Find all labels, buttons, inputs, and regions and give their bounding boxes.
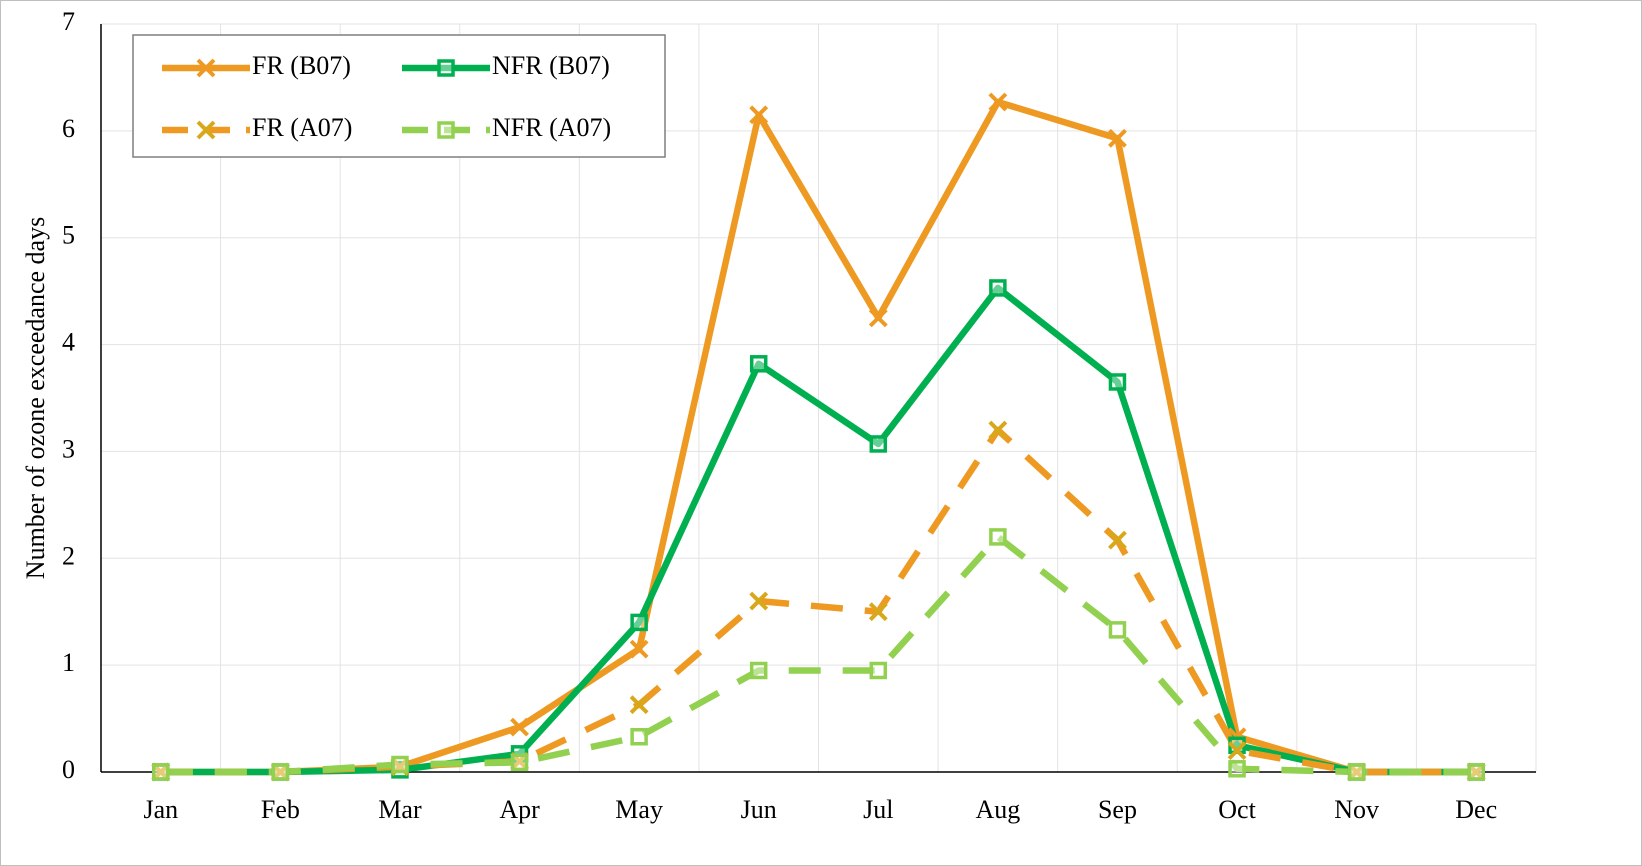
marker <box>1228 760 1246 778</box>
legend: FR (B07) NFR (B07) FR (A07) NFR (A07) <box>132 34 666 158</box>
marker <box>749 355 768 373</box>
marker <box>988 420 1008 440</box>
marker <box>1227 741 1247 761</box>
legend-label: FR (A07) <box>252 113 352 142</box>
y-tick-label: 1 <box>62 648 75 677</box>
marker <box>629 695 649 715</box>
x-tick-label: Apr <box>499 795 540 824</box>
marker <box>629 639 649 659</box>
y-tick-label: 3 <box>62 434 75 463</box>
legend-marker <box>196 120 216 140</box>
legend-label: NFR (A07) <box>492 113 611 142</box>
x-tick-label: Mar <box>378 795 422 824</box>
y-tick-label: 5 <box>62 221 75 250</box>
marker <box>271 763 290 781</box>
y-tick-label: 0 <box>62 755 75 784</box>
y-axis-label: Number of ozone exceedance days <box>21 217 50 579</box>
x-tick-label: Sep <box>1098 795 1137 824</box>
x-tick-label: Feb <box>261 795 300 824</box>
marker <box>630 613 648 632</box>
legend-label: NFR (B07) <box>492 51 610 80</box>
marker <box>510 717 529 737</box>
marker <box>989 279 1007 297</box>
legend-marker <box>437 59 455 77</box>
marker <box>869 435 888 453</box>
x-tick-label: Jun <box>741 795 777 824</box>
marker <box>988 92 1008 112</box>
y-tick-label: 4 <box>62 328 75 357</box>
marker <box>1347 763 1366 781</box>
marker <box>510 753 529 772</box>
legend-label: FR (B07) <box>252 51 351 80</box>
x-tick-label: May <box>615 795 663 824</box>
series-line <box>160 533 1477 776</box>
marker <box>1108 530 1127 550</box>
y-tick-label: 6 <box>62 114 75 143</box>
x-tick-label: Jan <box>143 795 178 824</box>
y-tick-label: 7 <box>62 7 75 36</box>
marker <box>868 308 888 328</box>
x-tick-label: Aug <box>975 795 1020 824</box>
marker <box>1108 373 1127 391</box>
marker <box>391 755 409 774</box>
marker <box>1108 621 1127 639</box>
x-tick-label: Oct <box>1218 795 1256 824</box>
marker <box>749 591 769 611</box>
marker <box>1108 128 1127 148</box>
marker <box>868 602 888 622</box>
marker <box>989 528 1007 546</box>
marker <box>1467 763 1485 781</box>
legend-box <box>132 34 666 158</box>
x-tick-label: Dec <box>1455 795 1497 824</box>
legend-marker <box>196 58 216 78</box>
marker <box>749 105 769 125</box>
marker <box>749 661 768 680</box>
marker <box>630 727 648 746</box>
marker <box>152 763 170 781</box>
marker <box>869 661 888 680</box>
x-tick-label: Jul <box>863 795 893 824</box>
y-tick-label: 2 <box>62 541 75 570</box>
legend-marker <box>437 121 455 139</box>
x-tick-label: Nov <box>1334 795 1379 824</box>
